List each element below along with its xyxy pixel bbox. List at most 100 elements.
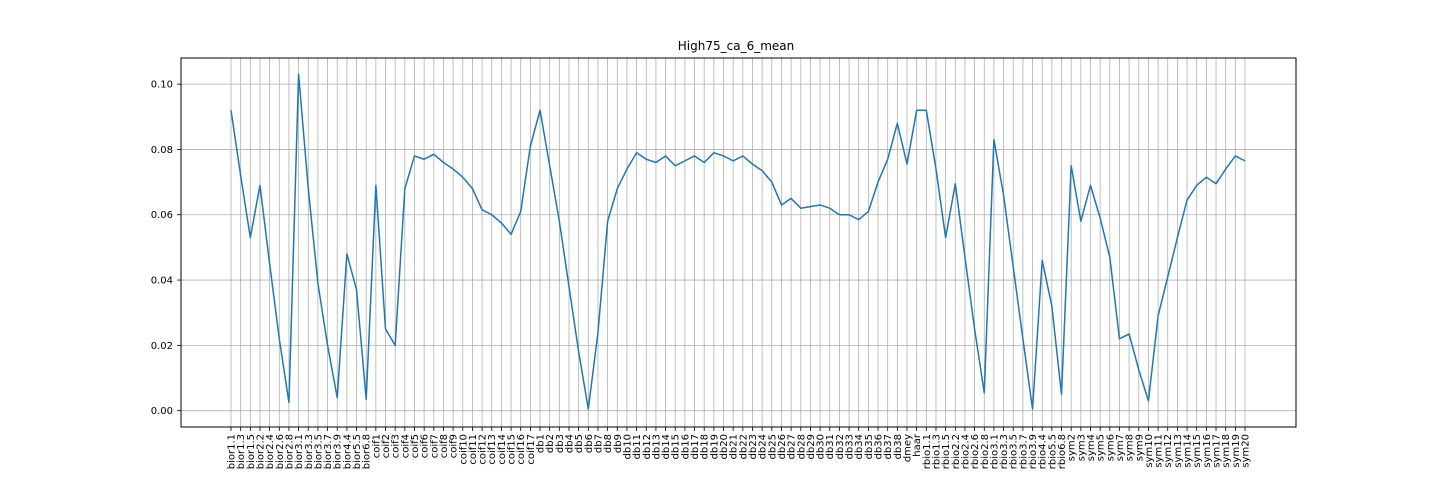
x-tick-label: db25 bbox=[767, 434, 778, 459]
data-point bbox=[423, 158, 426, 161]
x-tick-label: db2 bbox=[545, 434, 556, 453]
x-tick-label: sym2 bbox=[1067, 434, 1078, 461]
x-tick-label: bior6.8 bbox=[362, 434, 373, 469]
x-tick-label: coif17 bbox=[526, 434, 537, 465]
x-tick-label: rbio3.5 bbox=[1009, 434, 1020, 469]
x-tick-label: bior1.3 bbox=[236, 434, 247, 469]
data-point bbox=[722, 154, 725, 157]
y-tick-label: 0.06 bbox=[151, 210, 173, 221]
series-line bbox=[230, 73, 1246, 410]
data-point bbox=[442, 161, 445, 164]
x-tick-label: sym17 bbox=[1212, 434, 1223, 468]
data-point bbox=[432, 153, 435, 156]
data-point bbox=[1176, 236, 1179, 239]
data-point bbox=[268, 262, 271, 265]
x-tick-label: sym12 bbox=[1163, 434, 1174, 468]
data-point bbox=[819, 203, 822, 206]
data-point bbox=[1021, 337, 1024, 340]
x-tick-label: sym5 bbox=[1096, 434, 1107, 461]
data-point bbox=[867, 210, 870, 213]
data-point bbox=[799, 207, 802, 210]
x-tick-label: coif16 bbox=[516, 434, 527, 465]
series-layer bbox=[230, 73, 1246, 410]
data-point bbox=[741, 154, 744, 157]
data-point bbox=[413, 154, 416, 157]
x-tick-label: db18 bbox=[700, 434, 711, 459]
x-tick-label: bior1.5 bbox=[246, 434, 257, 469]
data-point bbox=[703, 161, 706, 164]
x-tick-label: coif8 bbox=[439, 434, 450, 458]
x-tick-label: db4 bbox=[565, 434, 576, 453]
x-tick-label: bior2.8 bbox=[284, 434, 295, 469]
data-point bbox=[239, 174, 242, 177]
x-tick-label: coif9 bbox=[449, 434, 460, 458]
data-point bbox=[336, 396, 339, 399]
data-point bbox=[645, 158, 648, 161]
y-tick-label: 0.00 bbox=[151, 406, 173, 417]
x-tick-label: db27 bbox=[787, 434, 798, 459]
x-tick-label: bior2.6 bbox=[275, 434, 286, 469]
data-point bbox=[326, 344, 329, 347]
x-tick-label: db3 bbox=[555, 434, 566, 453]
data-point bbox=[1147, 399, 1150, 402]
data-point bbox=[915, 109, 918, 112]
data-point bbox=[1060, 393, 1063, 396]
x-tick-label: sym20 bbox=[1241, 434, 1252, 468]
data-point bbox=[790, 197, 793, 200]
x-tick-label: bior3.5 bbox=[313, 434, 324, 469]
x-tick-label: rbio1.1 bbox=[922, 434, 933, 469]
data-point bbox=[287, 401, 290, 404]
data-point bbox=[1215, 182, 1218, 185]
x-tick-label: db33 bbox=[845, 434, 856, 459]
data-point bbox=[1079, 220, 1082, 223]
data-point bbox=[297, 73, 300, 76]
x-tick-label: db1 bbox=[536, 434, 547, 453]
x-tick-label: coif3 bbox=[391, 434, 402, 458]
x-tick-label: bior3.3 bbox=[304, 434, 315, 469]
data-point bbox=[963, 256, 966, 259]
x-tick-label: coif12 bbox=[478, 434, 489, 465]
x-tick-label: rbio3.7 bbox=[1018, 434, 1029, 469]
data-point bbox=[1089, 184, 1092, 187]
data-point bbox=[490, 213, 493, 216]
data-point bbox=[568, 285, 571, 288]
x-tick-label: dmey bbox=[903, 434, 914, 462]
data-point bbox=[857, 218, 860, 221]
x-tick-label: sym19 bbox=[1231, 434, 1242, 468]
x-tick-label: db30 bbox=[816, 434, 827, 459]
x-tick-label: sym3 bbox=[1076, 434, 1087, 461]
x-tick-label: sym15 bbox=[1192, 434, 1203, 468]
data-point bbox=[1128, 332, 1131, 335]
data-point bbox=[461, 176, 464, 179]
x-axis: bior1.1bior1.3bior1.5bior2.2bior2.4bior2… bbox=[227, 427, 1252, 469]
x-tick-label: bior3.7 bbox=[323, 434, 334, 469]
x-tick-label: haar bbox=[912, 433, 923, 457]
x-tick-label: coif6 bbox=[420, 434, 431, 458]
x-tick-label: db37 bbox=[883, 434, 894, 459]
x-tick-label: db14 bbox=[661, 434, 672, 459]
x-tick-label: db12 bbox=[642, 434, 653, 459]
data-point bbox=[828, 207, 831, 210]
x-tick-label: db9 bbox=[613, 434, 624, 453]
data-point bbox=[249, 236, 252, 239]
x-tick-label: sym16 bbox=[1202, 434, 1213, 468]
data-point bbox=[761, 169, 764, 172]
x-tick-label: db24 bbox=[758, 434, 769, 459]
data-point bbox=[258, 184, 261, 187]
data-point bbox=[577, 350, 580, 353]
data-point bbox=[558, 220, 561, 223]
data-point bbox=[230, 109, 233, 112]
data-point bbox=[529, 145, 532, 148]
x-tick-label: coif2 bbox=[381, 434, 392, 458]
data-point bbox=[992, 138, 995, 141]
x-tick-label: rbio3.3 bbox=[999, 434, 1010, 469]
data-point bbox=[519, 210, 522, 213]
data-point bbox=[471, 187, 474, 190]
y-axis: 0.00 0.02 0.04 0.06 0.08 0.10 bbox=[151, 80, 181, 417]
data-point bbox=[1002, 194, 1005, 197]
data-point bbox=[1234, 154, 1237, 157]
x-tick-label: db16 bbox=[680, 434, 691, 459]
x-tick-label: bior2.2 bbox=[255, 434, 266, 469]
data-point bbox=[780, 203, 783, 206]
